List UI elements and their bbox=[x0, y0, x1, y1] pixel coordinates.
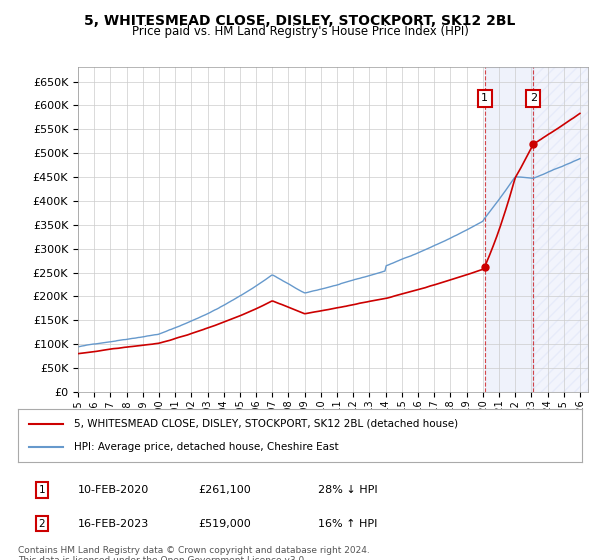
Text: £261,100: £261,100 bbox=[198, 485, 251, 495]
Text: 2: 2 bbox=[38, 519, 46, 529]
Text: 2: 2 bbox=[530, 94, 537, 103]
Text: 5, WHITESMEAD CLOSE, DISLEY, STOCKPORT, SK12 2BL: 5, WHITESMEAD CLOSE, DISLEY, STOCKPORT, … bbox=[85, 14, 515, 28]
Text: Contains HM Land Registry data © Crown copyright and database right 2024.
This d: Contains HM Land Registry data © Crown c… bbox=[18, 546, 370, 560]
Text: 5, WHITESMEAD CLOSE, DISLEY, STOCKPORT, SK12 2BL (detached house): 5, WHITESMEAD CLOSE, DISLEY, STOCKPORT, … bbox=[74, 419, 458, 429]
Text: 1: 1 bbox=[38, 485, 46, 495]
Text: 1: 1 bbox=[481, 94, 488, 103]
Text: 16-FEB-2023: 16-FEB-2023 bbox=[78, 519, 149, 529]
Text: £519,000: £519,000 bbox=[198, 519, 251, 529]
Text: 28% ↓ HPI: 28% ↓ HPI bbox=[318, 485, 377, 495]
Text: 10-FEB-2020: 10-FEB-2020 bbox=[78, 485, 149, 495]
Bar bbox=[485, 67, 533, 392]
Text: Price paid vs. HM Land Registry's House Price Index (HPI): Price paid vs. HM Land Registry's House … bbox=[131, 25, 469, 38]
Bar bbox=[533, 67, 588, 392]
Text: 16% ↑ HPI: 16% ↑ HPI bbox=[318, 519, 377, 529]
Text: HPI: Average price, detached house, Cheshire East: HPI: Average price, detached house, Ches… bbox=[74, 442, 339, 452]
